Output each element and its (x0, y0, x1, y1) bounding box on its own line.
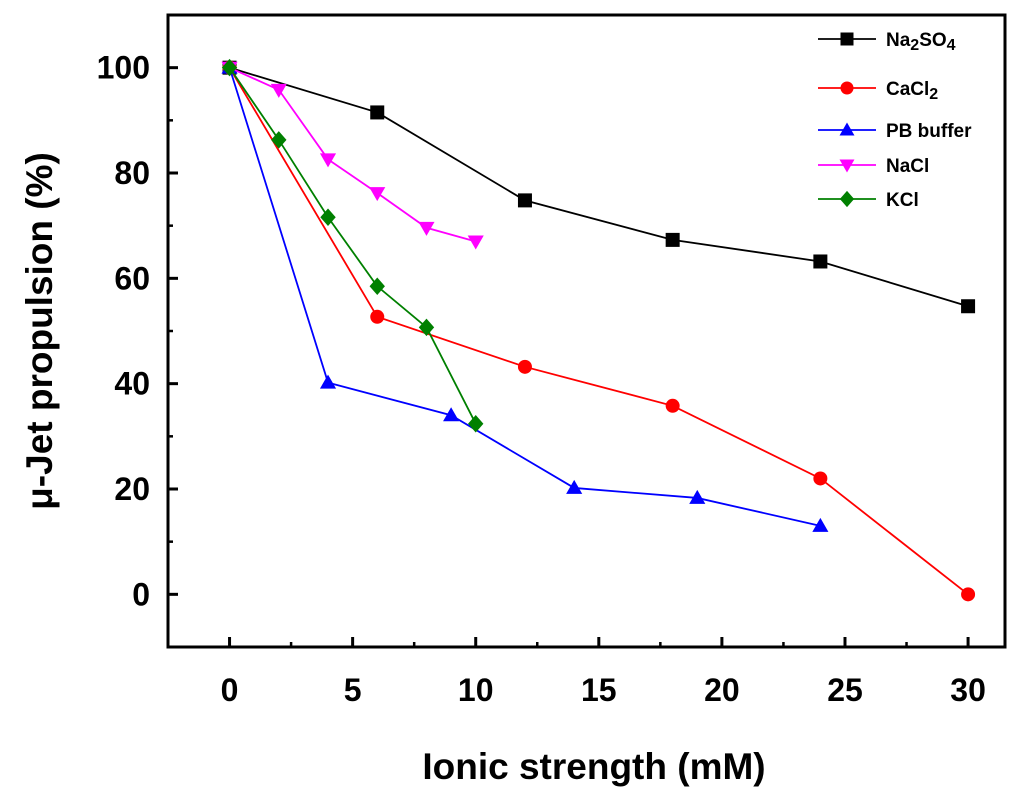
y-tick-label: 60 (114, 260, 150, 296)
data-point-na2so4 (370, 105, 385, 120)
data-point-na2so4 (961, 299, 976, 314)
data-point-cacl2 (813, 471, 828, 486)
y-axis: 0 20 40 60 80 100 (97, 50, 178, 612)
legend-label: PB buffer (886, 121, 972, 142)
legend-item-pb-buffer: PB buffer (818, 121, 972, 142)
data-point-pb-buffer (443, 407, 460, 422)
x-tick-label: 10 (458, 672, 494, 708)
legend-marker (840, 32, 854, 46)
legend-marker (839, 122, 855, 136)
data-point-nacl (467, 235, 484, 250)
legend-marker (840, 81, 854, 95)
legend-marker (839, 190, 855, 208)
x-tick-label: 20 (704, 672, 740, 708)
x-axis: 0 5 10 15 20 25 30 (221, 637, 986, 708)
data-point-kcl (369, 277, 385, 295)
legend: Na2SO4 CaCl2 PB buffer NaCl KCl (818, 30, 972, 211)
data-point-kcl (468, 414, 484, 433)
data-point-pb-buffer (566, 479, 583, 494)
y-tick-label: 20 (114, 471, 150, 507)
data-point-cacl2 (517, 359, 532, 374)
legend-item-cacl2: CaCl2 (818, 79, 938, 103)
data-point-cacl2 (370, 309, 385, 324)
data-point-pb-buffer (689, 489, 706, 504)
data-point-pb-buffer (812, 517, 829, 532)
legend-item-nacl: NaCl (818, 156, 929, 177)
y-axis-title: μ-Jet propulsion (%) (19, 152, 60, 510)
data-point-nacl (270, 83, 287, 98)
series-line-pb-buffer (228, 67, 821, 527)
data-point-na2so4 (517, 193, 532, 208)
data-point-kcl (271, 131, 287, 149)
series-line-nacl (229, 66, 476, 243)
series-line-kcl (228, 67, 477, 425)
x-tick-label: 5 (344, 672, 362, 708)
legend-label: KCl (886, 190, 919, 211)
y-tick-label: 40 (114, 366, 150, 402)
data-point-na2so4 (665, 232, 680, 247)
data-point-cacl2 (961, 587, 976, 602)
series-cacl2 (222, 60, 976, 602)
y-tick-label: 0 (132, 576, 150, 612)
data-point-kcl (418, 318, 435, 337)
x-tick-label: 25 (827, 672, 863, 708)
x-tick-label: 0 (221, 672, 239, 708)
data-point-cacl2 (665, 398, 680, 413)
series-nacl (221, 61, 484, 250)
data-point-pb-buffer (319, 374, 337, 389)
y-tick-label: 100 (97, 50, 150, 86)
data-point-kcl (320, 208, 336, 226)
data-point-kcl (221, 58, 238, 77)
legend-label: Na2SO4 (886, 30, 956, 54)
data-point-nacl (369, 187, 386, 202)
data-point-nacl (319, 153, 337, 168)
x-tick-label: 30 (950, 672, 986, 708)
x-tick-label: 15 (581, 672, 617, 708)
series-kcl (221, 58, 484, 433)
data-point-na2so4 (813, 254, 828, 269)
data-point-nacl (418, 221, 435, 236)
legend-item-na2so4: Na2SO4 (818, 30, 956, 54)
legend-label: CaCl2 (886, 79, 938, 103)
series-line-na2so4 (229, 66, 969, 308)
series-na2so4 (222, 60, 976, 314)
legend-item-kcl: KCl (818, 190, 919, 211)
series-pb-buffer (221, 59, 829, 532)
x-axis-title: Ionic strength (mM) (422, 746, 765, 787)
y-tick-label: 80 (114, 155, 150, 191)
series-layer (221, 58, 976, 602)
legend-marker (839, 159, 855, 173)
series-line-cacl2 (228, 67, 969, 596)
legend-label: NaCl (886, 156, 929, 177)
